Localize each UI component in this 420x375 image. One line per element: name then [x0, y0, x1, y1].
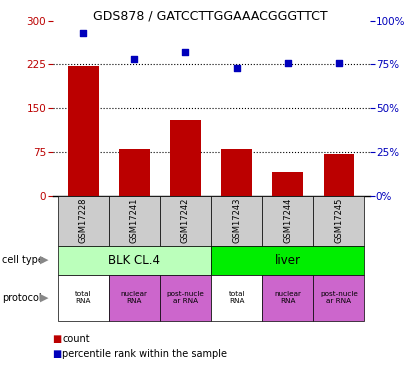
Text: percentile rank within the sample: percentile rank within the sample — [62, 350, 227, 359]
Point — [233, 65, 240, 71]
Text: ■: ■ — [52, 334, 62, 344]
Text: nuclear
RNA: nuclear RNA — [274, 291, 301, 304]
Text: cell type: cell type — [2, 255, 44, 265]
Text: ▶: ▶ — [40, 255, 48, 265]
Text: GDS878 / GATCCTTGGAAACGGGTTCT: GDS878 / GATCCTTGGAAACGGGTTCT — [93, 9, 327, 22]
Text: liver: liver — [275, 254, 301, 267]
Bar — [109, 274, 160, 321]
Bar — [119, 149, 150, 196]
Text: total
RNA: total RNA — [228, 291, 245, 304]
Bar — [160, 274, 211, 321]
Bar — [58, 196, 109, 246]
Bar — [58, 274, 109, 321]
Text: GSM17244: GSM17244 — [283, 198, 292, 243]
Point — [284, 60, 291, 66]
Text: total
RNA: total RNA — [75, 291, 92, 304]
Bar — [109, 196, 160, 246]
Point — [131, 56, 138, 62]
Text: GSM17245: GSM17245 — [334, 198, 344, 243]
Bar — [170, 120, 201, 196]
Text: GSM17242: GSM17242 — [181, 198, 190, 243]
Bar — [211, 196, 262, 246]
Bar — [211, 274, 262, 321]
Text: nuclear
RNA: nuclear RNA — [121, 291, 148, 304]
Point — [182, 49, 189, 55]
Text: GSM17243: GSM17243 — [232, 198, 241, 243]
Text: GSM17241: GSM17241 — [130, 198, 139, 243]
Point — [336, 60, 342, 66]
Bar — [211, 246, 365, 274]
Bar — [221, 149, 252, 196]
Text: post-nucle
ar RNA: post-nucle ar RNA — [320, 291, 358, 304]
Text: protocol: protocol — [2, 292, 42, 303]
Point — [80, 30, 87, 36]
Bar — [160, 196, 211, 246]
Bar — [313, 274, 365, 321]
Bar — [262, 196, 313, 246]
Bar — [323, 154, 354, 196]
Text: BLK CL.4: BLK CL.4 — [108, 254, 160, 267]
Text: GSM17228: GSM17228 — [79, 198, 88, 243]
Bar — [273, 172, 303, 196]
Text: ■: ■ — [52, 350, 62, 359]
Text: ▶: ▶ — [40, 292, 48, 303]
Bar — [313, 196, 365, 246]
Text: post-nucle
ar RNA: post-nucle ar RNA — [167, 291, 205, 304]
Bar — [58, 246, 211, 274]
Bar — [68, 66, 99, 196]
Bar — [262, 274, 313, 321]
Text: count: count — [62, 334, 90, 344]
